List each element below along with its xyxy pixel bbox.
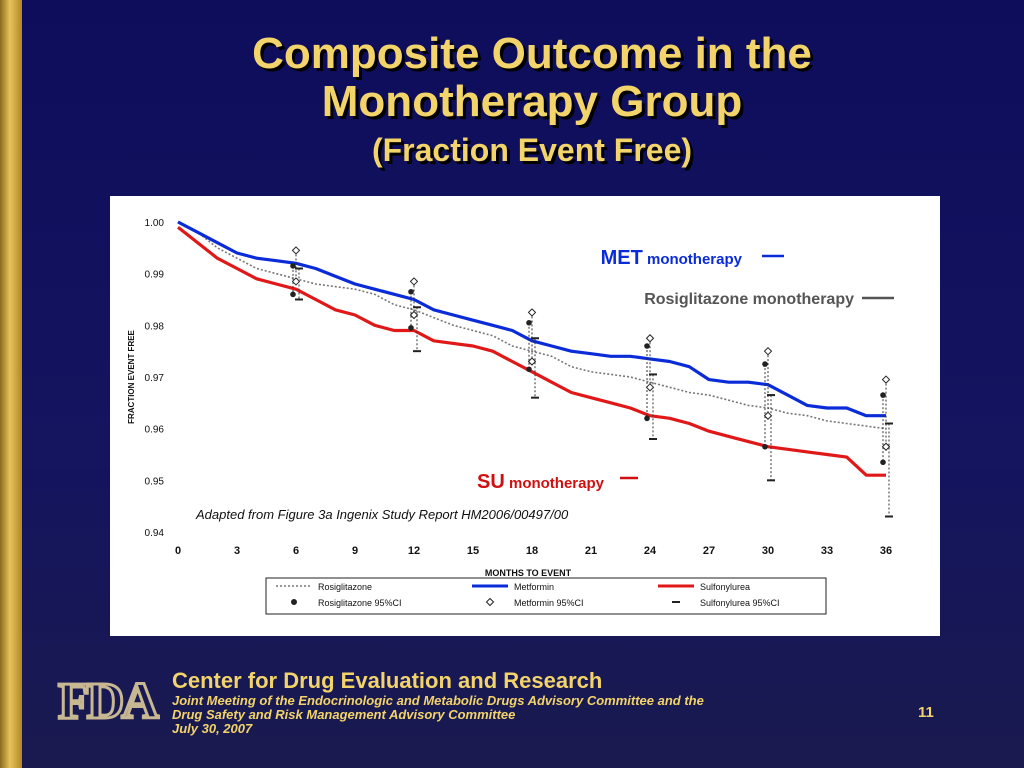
callout-sulfonylurea: SU monotherapy <box>477 471 605 493</box>
ci-marker-dot <box>644 343 650 349</box>
ci-marker-diamond <box>527 357 537 366</box>
ci-marker-diamond <box>527 308 537 317</box>
ci-marker-diamond <box>409 277 419 286</box>
x-tick-label: 15 <box>467 545 479 557</box>
x-tick-label: 30 <box>762 545 774 557</box>
footer-date: July 30, 2007 <box>172 721 253 736</box>
legend-marker-diamond <box>485 597 495 607</box>
ci-marker-dot <box>762 443 768 450</box>
series-line-metformin <box>177 220 886 418</box>
footer-committee: Drug Safety and Risk Management Advisory… <box>172 707 516 722</box>
y-tick-label: 1.00 <box>145 218 165 229</box>
x-tick-label: 12 <box>408 545 420 557</box>
y-axis-label: FRACTION EVENT FREE <box>127 329 136 423</box>
ci-marker-dot <box>526 366 532 373</box>
ci-marker-diamond <box>763 411 773 420</box>
ci-marker-diamond <box>645 334 655 343</box>
legend-label: Rosiglitazone 95%CI <box>318 598 402 608</box>
ci-marker-dot <box>408 288 414 295</box>
gold-accent-bar <box>0 0 22 768</box>
page-number: 11 <box>918 704 934 721</box>
ci-marker-dot <box>526 319 532 326</box>
ci-marker-diamond <box>763 346 773 356</box>
fda-logo-text: FDA <box>58 673 159 724</box>
x-tick-label: 21 <box>585 545 597 557</box>
legend-label: Sulfonylurea 95%CI <box>700 598 780 608</box>
callout-rosiglitazone: Rosiglitazone monotherapy <box>644 291 854 308</box>
ci-marker-dot <box>762 361 768 367</box>
ci-marker-diamond <box>881 375 891 384</box>
x-tick-label: 0 <box>175 545 181 557</box>
chart-panel: 0.94 0.95 0.96 0.97 0.98 0.99 1.00 0 3 6 9 12 15 18 21… <box>110 196 940 636</box>
legend-label: Metformin 95%CI <box>514 598 584 608</box>
series-line-sulfonylurea <box>177 225 886 477</box>
survival-chart: 0.940.950.960.970.980.991.000 3 6 9 12 15 18 21… <box>127 218 894 615</box>
x-tick-label: 3 <box>234 545 240 557</box>
legend-label: Sulfonylurea <box>700 582 750 592</box>
x-tick-label: 27 <box>703 545 715 557</box>
ci-marker-dot <box>644 415 650 422</box>
y-tick-label: 0.96 <box>145 425 165 436</box>
x-tick-label: 18 <box>526 545 538 557</box>
x-tick-label: 24 <box>644 545 657 557</box>
legend-label: Metformin <box>514 582 554 592</box>
x-tick-label: 36 <box>880 545 892 557</box>
legend-marker-dot <box>291 599 297 605</box>
title-line-1: Composite Outcome in the <box>252 29 812 78</box>
ci-marker-diamond <box>291 277 301 286</box>
footer-center-name: Center for Drug Evaluation and Research <box>172 668 603 693</box>
ci-marker-dot <box>290 263 296 269</box>
title-subtitle: (Fraction Event Free) <box>371 132 693 168</box>
x-tick-label: 33 <box>821 545 833 557</box>
fda-logo: FDA <box>56 672 164 732</box>
legend-box <box>265 577 827 615</box>
ci-marker-dot <box>408 325 414 331</box>
y-tick-label: 0.94 <box>145 528 165 539</box>
footer-meeting: Joint Meeting of the Endocrinologic and … <box>172 693 704 708</box>
ci-marker-diamond <box>645 383 655 392</box>
footer: Center for Drug Evaluation and Research … <box>172 668 704 736</box>
callout-metformin: MET monotherapy <box>601 247 743 269</box>
y-tick-label: 0.98 <box>145 321 165 332</box>
legend-label: Rosiglitazone <box>318 582 372 592</box>
x-axis-label: MONTHS TO EVENT <box>485 568 572 578</box>
ci-marker-diamond <box>881 442 891 451</box>
slide-title: Composite Outcome in the Monotherapy Gro… <box>40 30 1024 170</box>
ci-marker-dot <box>880 392 886 398</box>
ci-marker-dot <box>880 459 886 466</box>
ci-marker-diamond <box>291 246 301 255</box>
y-tick-label: 0.99 <box>145 270 165 281</box>
ci-marker-dot <box>290 291 296 298</box>
x-tick-label: 6 <box>293 545 299 557</box>
ci-marker-diamond <box>409 310 419 320</box>
title-line-2: Monotherapy Group <box>321 77 743 126</box>
y-tick-label: 0.97 <box>145 373 165 384</box>
y-tick-label: 0.95 <box>145 476 165 487</box>
x-tick-label: 9 <box>352 545 358 557</box>
source-annotation: Adapted from Figure 3a Ingenix Study Rep… <box>195 507 569 522</box>
